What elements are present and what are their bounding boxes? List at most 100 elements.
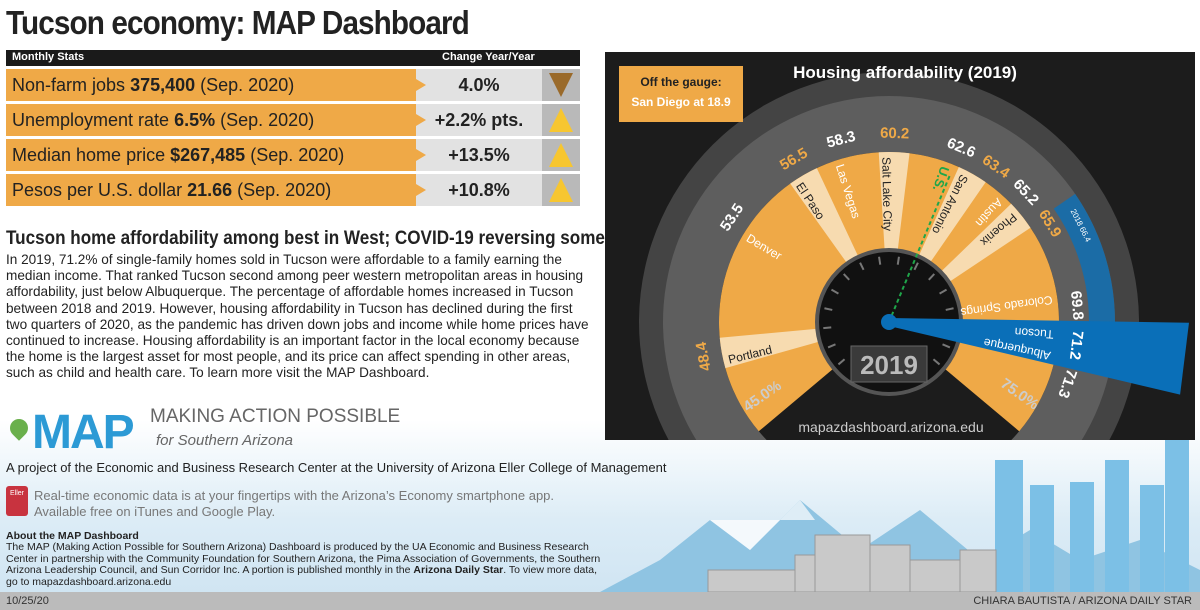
value-label: 58.3 xyxy=(825,128,858,152)
city-label: Tucson xyxy=(1014,325,1054,342)
footer-credit: CHIARA BAUTISTA / ARIZONA DAILY STAR xyxy=(973,595,1192,607)
stat-row: Non-farm jobs 375,400 (Sep. 2020) 4.0% xyxy=(6,69,580,101)
arrow-up-icon xyxy=(549,108,573,132)
needle-hub xyxy=(881,314,897,330)
arrow-down-icon xyxy=(549,73,573,97)
gauge-url: mapazdashboard.arizona.edu xyxy=(798,419,983,435)
article-headline: Tucson home affordability among best in … xyxy=(6,228,655,249)
header-change: Change Year/Year xyxy=(442,51,535,63)
city-band-salt-lake-city xyxy=(878,152,910,251)
map-logo: MAP xyxy=(6,405,135,460)
dial-tick xyxy=(827,343,836,349)
dial-tick xyxy=(896,256,900,265)
value-label: 48.4 xyxy=(693,340,715,372)
dial-tick xyxy=(842,273,850,281)
map-pin-icon xyxy=(6,414,32,441)
app-promo-line-1: Real-time economic data is at your finge… xyxy=(34,488,555,503)
dial-tick xyxy=(878,256,882,265)
logo-text: MAP xyxy=(32,406,135,459)
city-band-el-paso xyxy=(790,168,859,264)
stat-change: +2.2% pts. xyxy=(416,104,542,136)
stats-rows: Non-farm jobs 375,400 (Sep. 2020) 4.0% Une… xyxy=(6,69,580,206)
value-label: 60.2 xyxy=(880,125,910,143)
stat-value: 21.66 xyxy=(187,180,233,200)
stat-date: (Sep. 2020) xyxy=(237,180,332,200)
about-heading: About the MAP Dashboard xyxy=(6,530,139,542)
project-credit: A project of the Economic and Business R… xyxy=(6,460,667,475)
arrow-up-icon xyxy=(549,143,573,167)
tall-buildings xyxy=(995,440,1189,592)
dial-tick xyxy=(824,307,833,311)
city-band-portland xyxy=(719,328,820,369)
stat-label: Pesos per U.S. dollar 21.66 (Sep. 2020) xyxy=(6,174,426,206)
foreground-buildings xyxy=(707,534,997,592)
tucson-value-label: 71.2 xyxy=(1066,330,1086,361)
skyline-illustration xyxy=(600,440,1200,592)
stat-change: +13.5% xyxy=(416,139,542,171)
dial-tick xyxy=(942,343,951,349)
dial-tick xyxy=(830,288,839,295)
dial-tick xyxy=(859,262,865,271)
dial-tick xyxy=(945,307,954,311)
city-band-san-antonio xyxy=(918,167,986,263)
stat-label: Median home price $267,485 (Sep. 2020) xyxy=(6,139,426,171)
logo-name: MAKING ACTION POSSIBLE xyxy=(150,406,401,427)
stat-name: Median home price xyxy=(12,145,166,165)
us-needle xyxy=(888,173,952,323)
about-text-1: The MAP (Making Action Possible for Sout… xyxy=(6,541,601,577)
dial-tick xyxy=(837,358,846,366)
footer-date: 10/25/20 xyxy=(6,595,49,607)
gauge-value-ring xyxy=(663,96,1115,440)
footer-bar: 10/25/20 CHIARA BAUTISTA / ARIZONA DAILY… xyxy=(0,592,1200,610)
stat-change: +10.8% xyxy=(416,174,542,206)
about-newspaper: Arizona Daily Star xyxy=(413,564,504,577)
off-gauge-value: San Diego at 18.9 xyxy=(631,95,731,109)
stat-date: (Sep. 2020) xyxy=(220,110,315,130)
mountain-snow xyxy=(710,500,815,550)
chart-title: Housing affordability (2019) xyxy=(793,63,1017,82)
dial-tick xyxy=(928,273,936,281)
article-body: In 2019, 71.2% of single-family homes so… xyxy=(6,252,589,381)
stat-name: Pesos per U.S. dollar xyxy=(12,180,183,200)
logo-subtitle: for Southern Arizona xyxy=(156,432,294,449)
affordability-gauge: 48.453.556.558.3 60.262.663.465.265.969.8… xyxy=(639,63,1189,440)
city-band-phoenix xyxy=(940,203,1031,283)
stat-trend xyxy=(542,174,580,206)
gauge-orange-band xyxy=(719,152,1059,432)
dial-tick xyxy=(823,326,832,330)
off-gauge-note: Off the gauge: San Diego at 18.9 xyxy=(619,66,743,122)
stat-change: 4.0% xyxy=(416,69,542,101)
stat-value: $267,485 xyxy=(170,145,246,165)
stat-trend xyxy=(542,139,580,171)
value-label: 69.8 xyxy=(1067,290,1087,321)
stat-date: (Sep. 2020) xyxy=(200,75,295,95)
app-icon-label: Eller xyxy=(9,490,24,497)
about-text: The MAP (Making Action Possible for Sout… xyxy=(6,541,606,589)
stat-row: Unemployment rate 6.5% (Sep. 2020) +2.2% … xyxy=(6,104,580,136)
year-display-text: 2019 xyxy=(860,350,918,380)
stat-label: Non-farm jobs 375,400 (Sep. 2020) xyxy=(6,69,426,101)
stat-trend xyxy=(542,104,580,136)
monthly-stats-table: Monthly Stats Change Year/Year Non-farm … xyxy=(6,50,580,206)
stats-header: Monthly Stats Change Year/Year xyxy=(6,50,580,66)
stat-trend xyxy=(542,69,580,101)
stat-value: 375,400 xyxy=(130,75,196,95)
stat-value: 6.5% xyxy=(174,110,216,130)
tucson-needle xyxy=(889,318,1189,395)
app-icon: Eller xyxy=(6,486,28,516)
stat-row: Median home price $267,485 (Sep. 2020) +1… xyxy=(6,139,580,171)
stat-row: Pesos per U.S. dollar 21.66 (Sep. 2020) +… xyxy=(6,174,580,206)
stat-name: Non-farm jobs xyxy=(12,75,126,95)
dial-tick xyxy=(913,262,919,271)
off-gauge-label: Off the gauge: xyxy=(640,75,722,89)
about-text-2: . To view more data, go to mapazdashboar… xyxy=(6,564,598,589)
city-label: Salt Lake City xyxy=(879,157,895,231)
header-monthly-stats: Monthly Stats xyxy=(12,51,85,63)
dial-tick xyxy=(939,288,948,295)
arrow-up-icon xyxy=(549,178,573,202)
app-promo-line-2: Available free on iTunes and Google Play… xyxy=(34,504,276,519)
gauge-panel: 48.4 53.5 56.5 58.3 60.2 62.6 63.4 65.2 65.9 69.8… xyxy=(605,52,1195,440)
stat-label: Unemployment rate 6.5% (Sep. 2020) xyxy=(6,104,426,136)
page-title: Tucson economy: MAP Dashboard xyxy=(6,4,470,41)
stat-name: Unemployment rate xyxy=(12,110,170,130)
